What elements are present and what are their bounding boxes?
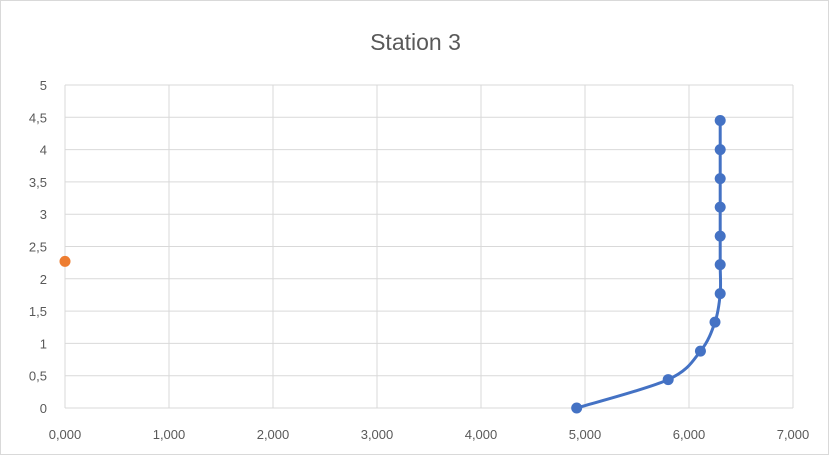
y-tick-label: 0: [40, 401, 47, 416]
y-tick-label: 4: [40, 143, 47, 158]
data-point: [709, 316, 721, 328]
series-line: [575, 119, 723, 410]
x-tick-label: 3,000: [361, 427, 394, 442]
y-tick-label: 1,5: [29, 304, 47, 319]
x-tick-label: 1,000: [153, 427, 186, 442]
x-tick-label: 4,000: [465, 427, 498, 442]
data-point: [571, 402, 583, 414]
data-point: [714, 259, 726, 271]
x-tick-label: 6,000: [673, 427, 706, 442]
data-point: [714, 144, 726, 156]
y-tick-label: 3,5: [29, 175, 47, 190]
y-tick-label: 2: [40, 272, 47, 287]
data-point: [694, 345, 706, 357]
y-tick-label: 5: [40, 78, 47, 93]
x-tick-label: 2,000: [257, 427, 290, 442]
y-tick-label: 4,5: [29, 110, 47, 125]
data-point: [714, 115, 726, 127]
y-tick-label: 1: [40, 336, 47, 351]
chart-title: Station 3: [370, 29, 461, 55]
data-point: [714, 201, 726, 213]
data-point: [714, 173, 726, 185]
x-tick-label: 0,000: [49, 427, 82, 442]
data-point: [59, 255, 71, 267]
x-tick-label: 7,000: [777, 427, 810, 442]
y-tick-label: 0,5: [29, 369, 47, 384]
data-point: [662, 374, 674, 386]
y-tick-label: 3: [40, 207, 47, 222]
x-tick-label: 5,000: [569, 427, 602, 442]
y-tick-label: 2,5: [29, 240, 47, 255]
data-point: [714, 288, 726, 300]
data-point: [714, 230, 726, 242]
